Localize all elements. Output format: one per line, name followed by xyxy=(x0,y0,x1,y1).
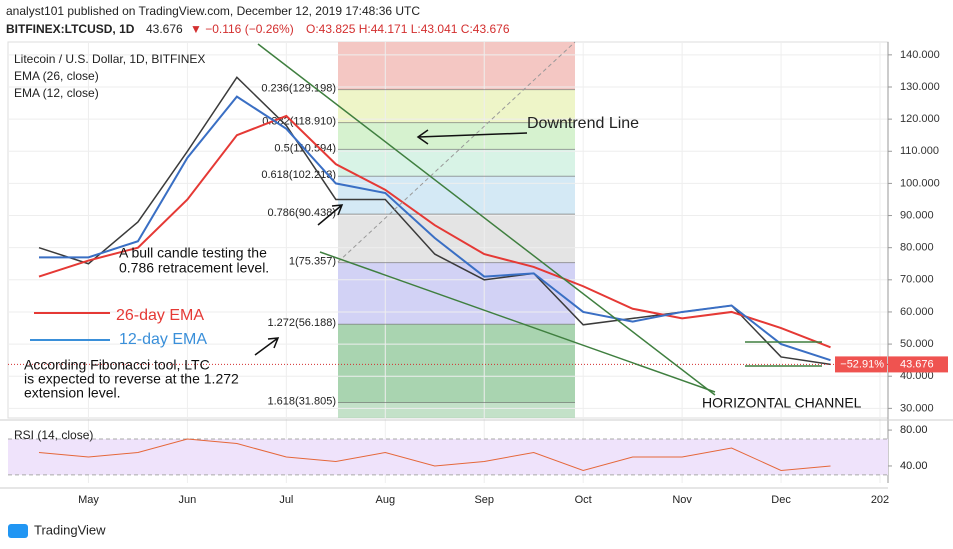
change: ▼ −0.116 (−0.26%) xyxy=(190,22,294,36)
y-tick-label: 140.000 xyxy=(900,49,940,61)
fib-label: 0.786(90.438) xyxy=(268,207,337,219)
legend-entry: EMA (12, close) xyxy=(14,86,99,100)
annotation: 0.786 retracement level. xyxy=(119,260,269,276)
annotation: According Fibonacci tool, LTC xyxy=(24,357,210,373)
arrow xyxy=(317,204,344,226)
x-tick-label: Oct xyxy=(575,494,592,506)
fib-label: 0.236(129.198) xyxy=(261,82,336,94)
x-tick-label: Sep xyxy=(474,494,494,506)
change-label: −52.91% xyxy=(840,358,884,370)
fib-zone xyxy=(338,89,575,123)
fib-zone xyxy=(338,149,575,177)
pane-title: Litecoin / U.S. Dollar, 1D, BITFINEX xyxy=(14,52,205,66)
price-box xyxy=(888,356,948,373)
y-tick-label: 80.00 xyxy=(900,424,928,436)
drawings: Downtrend Line A bull candle testing the… xyxy=(24,41,862,411)
y-tick-label: 60.000 xyxy=(900,306,934,318)
x-tick-label: Jul xyxy=(279,494,293,506)
rsi-pane: 40.00 80.00 RSI (14, close) May Jun Jul Aug Sep… xyxy=(0,419,953,506)
y-tick-label: 110.000 xyxy=(900,145,939,157)
annotation: extension level. xyxy=(24,385,121,401)
pane-title: RSI (14, close) xyxy=(14,428,93,442)
y-tick-label: 100.000 xyxy=(900,177,940,189)
price-axis: 30.000 40.000 50.000 60.000 70.000 80.000 90.0… xyxy=(887,42,940,483)
fib-zone xyxy=(338,262,575,325)
arrow xyxy=(254,337,280,356)
fib-zone xyxy=(338,402,575,418)
downtrend-line xyxy=(257,43,716,396)
fib-zone xyxy=(338,42,575,90)
logo xyxy=(8,524,28,538)
annotation: is expected to reverse at the 1.272 xyxy=(24,371,239,387)
x-tick-label: Jun xyxy=(179,494,197,506)
rsi-band xyxy=(8,439,888,475)
ema-line xyxy=(38,114,831,349)
x-tick-label: 202 xyxy=(871,494,889,506)
annotation: 12-day EMA xyxy=(119,331,207,348)
symbol: BITFINEX:LTCUSD, 1D xyxy=(6,22,135,36)
arrow xyxy=(416,129,528,145)
fib-label: 1(75.357) xyxy=(289,256,336,268)
y-tick-label: 70.000 xyxy=(900,274,934,286)
fib-zone xyxy=(338,176,575,215)
annotation: Downtrend Line xyxy=(527,115,639,132)
ohlc: O:43.825 H:44.171 L:43.041 C:43.676 xyxy=(306,22,510,36)
rsi-line xyxy=(38,438,831,471)
y-tick-label: 30.000 xyxy=(900,402,934,414)
support-line xyxy=(319,251,716,393)
y-tick-label: 40.00 xyxy=(900,460,928,472)
x-tick-label: Nov xyxy=(672,494,692,506)
ema-line xyxy=(39,95,831,362)
y-tick-label: 90.000 xyxy=(900,209,934,221)
annotation: A bull candle testing the xyxy=(119,245,267,261)
legend-entry: EMA (26, close) xyxy=(14,69,99,83)
y-tick-label: 80.000 xyxy=(900,242,934,254)
brand: TradingView xyxy=(34,522,106,537)
y-tick-label: 120.000 xyxy=(900,113,940,125)
y-tick-label: 40.000 xyxy=(900,370,934,382)
fib-trend xyxy=(337,41,576,263)
x-tick-label: May xyxy=(78,494,99,506)
y-tick-label: 130.000 xyxy=(900,81,940,93)
change-box xyxy=(835,356,887,373)
fib-zone xyxy=(338,324,575,403)
fib-label: 1.272(56.188) xyxy=(268,317,337,329)
price-label: 43.676 xyxy=(900,358,934,370)
published: analyst101 published on TradingView.com,… xyxy=(6,4,420,18)
fib-label: 1.618(31.805) xyxy=(268,395,337,407)
price-pane: 0.236(129.198)0.382(118.910)0.5(110.594)… xyxy=(7,41,948,483)
y-tick-label: 50.000 xyxy=(900,338,934,350)
last: 43.676 xyxy=(146,22,183,36)
annotation: HORIZONTAL CHANNEL xyxy=(702,395,862,411)
x-tick-label: Aug xyxy=(376,494,396,506)
x-tick-label: Dec xyxy=(771,494,791,506)
annotation: 26-day EMA xyxy=(116,307,204,324)
